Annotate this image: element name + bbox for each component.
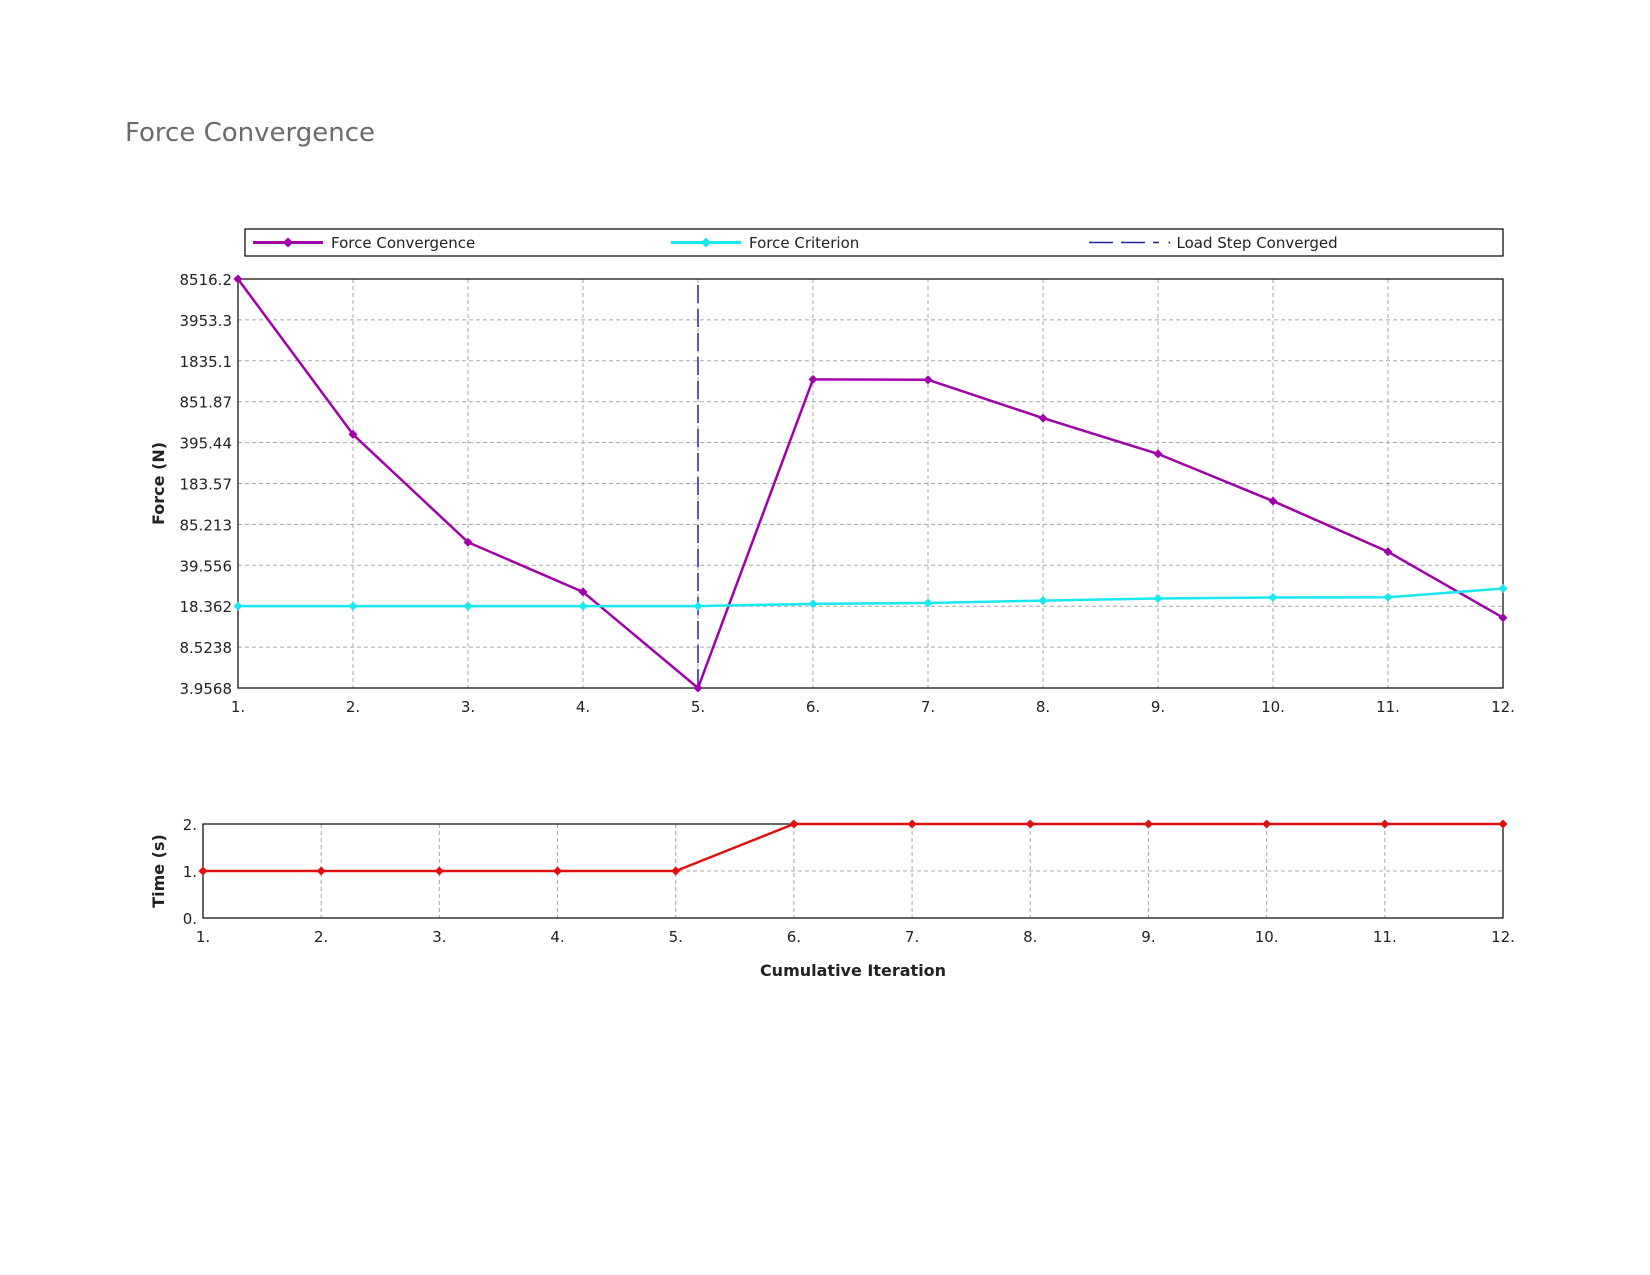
force-x-tick-label: 5.	[691, 698, 705, 716]
time-point-series-0	[1498, 819, 1508, 829]
force-point-force-criterion	[1498, 583, 1508, 593]
legend-marker-force-convergence	[283, 237, 293, 248]
force-x-tick-label: 8.	[1036, 698, 1050, 716]
force-x-tick-label: 7.	[921, 698, 935, 716]
force-point-force-criterion	[1268, 593, 1278, 603]
time-x-tick-label: 5.	[669, 928, 683, 946]
force-point-force-criterion	[693, 601, 703, 611]
force-point-force-convergence	[1498, 613, 1508, 623]
force-x-tick-label: 6.	[806, 698, 820, 716]
force-plot-frame	[237, 278, 1504, 689]
time-point-series-0	[434, 866, 444, 876]
time-x-tick-label: 2.	[314, 928, 328, 946]
force-x-tick-label: 11.	[1376, 698, 1400, 716]
force-y-tick-label: 851.87	[180, 394, 233, 412]
time-line-series-0	[203, 822, 1503, 873]
page-title: Force Convergence	[125, 118, 376, 148]
time-x-tick-label: 11.	[1373, 928, 1397, 946]
time-x-tick-label: 1.	[196, 928, 210, 946]
force-line-force-convergence	[236, 278, 1504, 691]
force-y-tick-label: 3953.3	[180, 312, 233, 330]
force-point-force-convergence	[808, 374, 818, 384]
force-x-tick-label: 1.	[231, 698, 245, 716]
force-y-tick-label: 183.57	[180, 475, 233, 493]
legend-marker-force-criterion	[701, 237, 711, 248]
time-x-tick-label: 7.	[905, 928, 919, 946]
force-y-tick-label: 85.213	[180, 516, 233, 534]
time-point-series-0	[789, 819, 799, 829]
time-point-series-0	[1025, 819, 1035, 829]
force-x-tick-label: 12.	[1491, 698, 1515, 716]
time-x-axis-label: Cumulative Iteration	[760, 961, 946, 980]
force-point-force-criterion	[463, 601, 473, 611]
legend-label-force-convergence: Force Convergence	[331, 234, 475, 252]
time-point-series-0	[671, 866, 681, 876]
force-point-force-convergence	[693, 683, 703, 693]
force-point-force-criterion	[808, 599, 818, 609]
force-point-force-criterion	[1383, 592, 1393, 602]
force-y-axis-label: Force (N)	[149, 442, 168, 525]
force-point-force-convergence	[463, 537, 473, 547]
force-y-tick-label: 8516.2	[180, 271, 233, 289]
force-point-force-criterion	[578, 601, 588, 611]
time-point-series-0	[1143, 819, 1153, 829]
legend-box	[244, 228, 1504, 257]
time-x-tick-label: 6.	[787, 928, 801, 946]
time-point-series-0	[907, 819, 917, 829]
force-y-tick-label: 395.44	[180, 435, 233, 453]
time-point-series-0	[316, 866, 326, 876]
legend-label-force-criterion: Force Criterion	[749, 234, 859, 252]
time-y-tick-label: 1.	[183, 863, 197, 881]
force-point-force-convergence	[1383, 547, 1393, 557]
legend: Force Convergence Force Criterion · Load S…	[244, 228, 1504, 257]
time-x-tick-label: 4.	[550, 928, 564, 946]
force-point-force-criterion	[1153, 594, 1163, 604]
time-x-tick-label: 10.	[1255, 928, 1279, 946]
time-x-tick-label: 3.	[432, 928, 446, 946]
force-x-tick-label: 4.	[576, 698, 590, 716]
time-point-series-0	[1262, 819, 1272, 829]
force-y-tick-label: 18.362	[180, 598, 233, 616]
force-x-tick-label: 9.	[1151, 698, 1165, 716]
force-point-force-criterion	[348, 601, 358, 611]
time-y-axis-label: Time (s)	[149, 834, 168, 908]
force-point-force-convergence	[1268, 496, 1278, 506]
force-y-tick-label: 39.556	[180, 557, 233, 575]
force-point-force-convergence	[1153, 449, 1163, 459]
force-y-tick-label: 8.5238	[180, 639, 233, 657]
legend-label-load-step-converged: · Load Step Converged	[1167, 234, 1338, 252]
force-point-force-criterion	[233, 601, 243, 611]
force-point-force-convergence	[233, 274, 243, 284]
force-chart: 1. 2. 3. 4. 5. 6. 7. 8. 9. 10. 11. 12. 8516.2 3953.3 1…	[149, 271, 1515, 716]
force-x-tick-label: 3.	[461, 698, 475, 716]
time-point-series-0	[198, 866, 208, 876]
time-x-tick-label: 12.	[1491, 928, 1515, 946]
force-x-tick-label: 2.	[346, 698, 360, 716]
time-point-series-0	[1380, 819, 1390, 829]
time-x-tick-label: 8.	[1023, 928, 1037, 946]
time-point-series-0	[553, 866, 563, 876]
force-y-tick-label: 1835.1	[180, 353, 233, 371]
time-y-tick-label: 0.	[183, 910, 197, 928]
force-point-force-convergence	[923, 375, 933, 385]
time-chart: 1. 2. 3. 4. 5. 6. 7. 8. 9. 10. 11. 12.2.1.0.Time (s…	[149, 816, 1515, 980]
force-x-tick-label: 10.	[1261, 698, 1285, 716]
time-y-tick-label: 2.	[183, 816, 197, 834]
force-point-force-convergence	[578, 587, 588, 597]
time-x-tick-label: 9.	[1141, 928, 1155, 946]
force-y-tick-label: 3.9568	[180, 680, 233, 698]
force-point-force-convergence	[348, 429, 358, 439]
force-point-force-convergence	[1038, 413, 1048, 423]
force-point-force-criterion	[1038, 596, 1048, 606]
force-point-force-criterion	[923, 598, 933, 608]
force-line-force-criterion	[238, 587, 1504, 608]
